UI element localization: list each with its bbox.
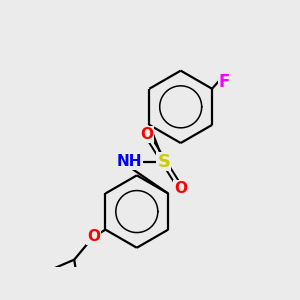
Text: O: O bbox=[140, 127, 153, 142]
Text: O: O bbox=[174, 181, 187, 196]
Text: F: F bbox=[218, 73, 230, 91]
Text: S: S bbox=[157, 152, 170, 170]
Text: NH: NH bbox=[116, 154, 142, 169]
Text: O: O bbox=[87, 229, 100, 244]
